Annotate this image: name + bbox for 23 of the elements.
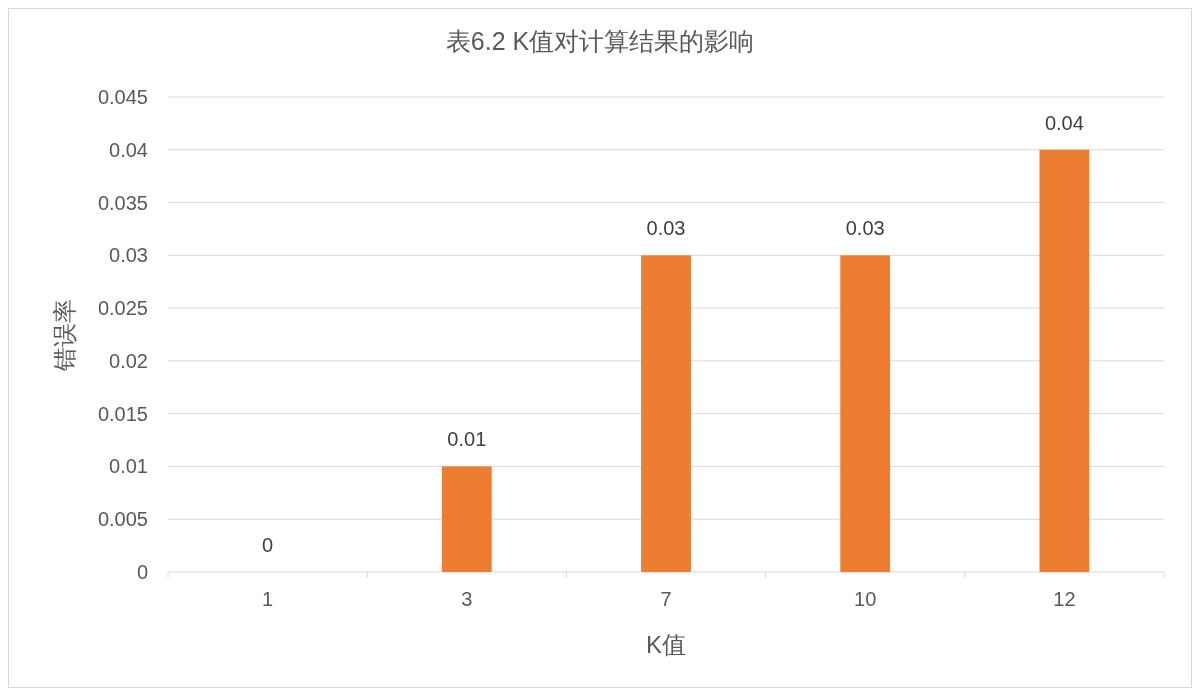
data-label: 0.03 [646,217,686,240]
y-tick-label: 0.045 [97,86,148,108]
data-label: 0 [262,534,274,556]
data-label: 0.04 [1044,111,1084,134]
y-tick-label: 0.02 [109,349,148,372]
x-tick-label: 7 [660,588,672,610]
x-tick-label: 1 [262,588,274,610]
y-tick-label: 0.035 [97,191,148,214]
chart-title: 表6.2 K值对计算结果的影响 [445,27,755,55]
y-tick-label: 0.015 [97,402,148,425]
data-label: 0.03 [845,217,885,240]
y-axis-title: 错误率 [51,298,78,372]
y-tick-label: 0.005 [97,508,148,531]
x-axis-title: K值 [645,631,687,658]
y-tick-label: 0.025 [97,297,148,320]
x-tick-label: 3 [461,588,473,610]
x-tick-label: 12 [1053,588,1076,610]
data-label: 0.01 [447,428,487,451]
x-tick-label: 10 [854,588,877,610]
y-tick-label: 0 [136,561,148,583]
y-tick-label: 0.01 [109,455,148,478]
y-tick-label: 0.04 [109,138,148,161]
y-tick-label: 0.03 [109,244,148,267]
